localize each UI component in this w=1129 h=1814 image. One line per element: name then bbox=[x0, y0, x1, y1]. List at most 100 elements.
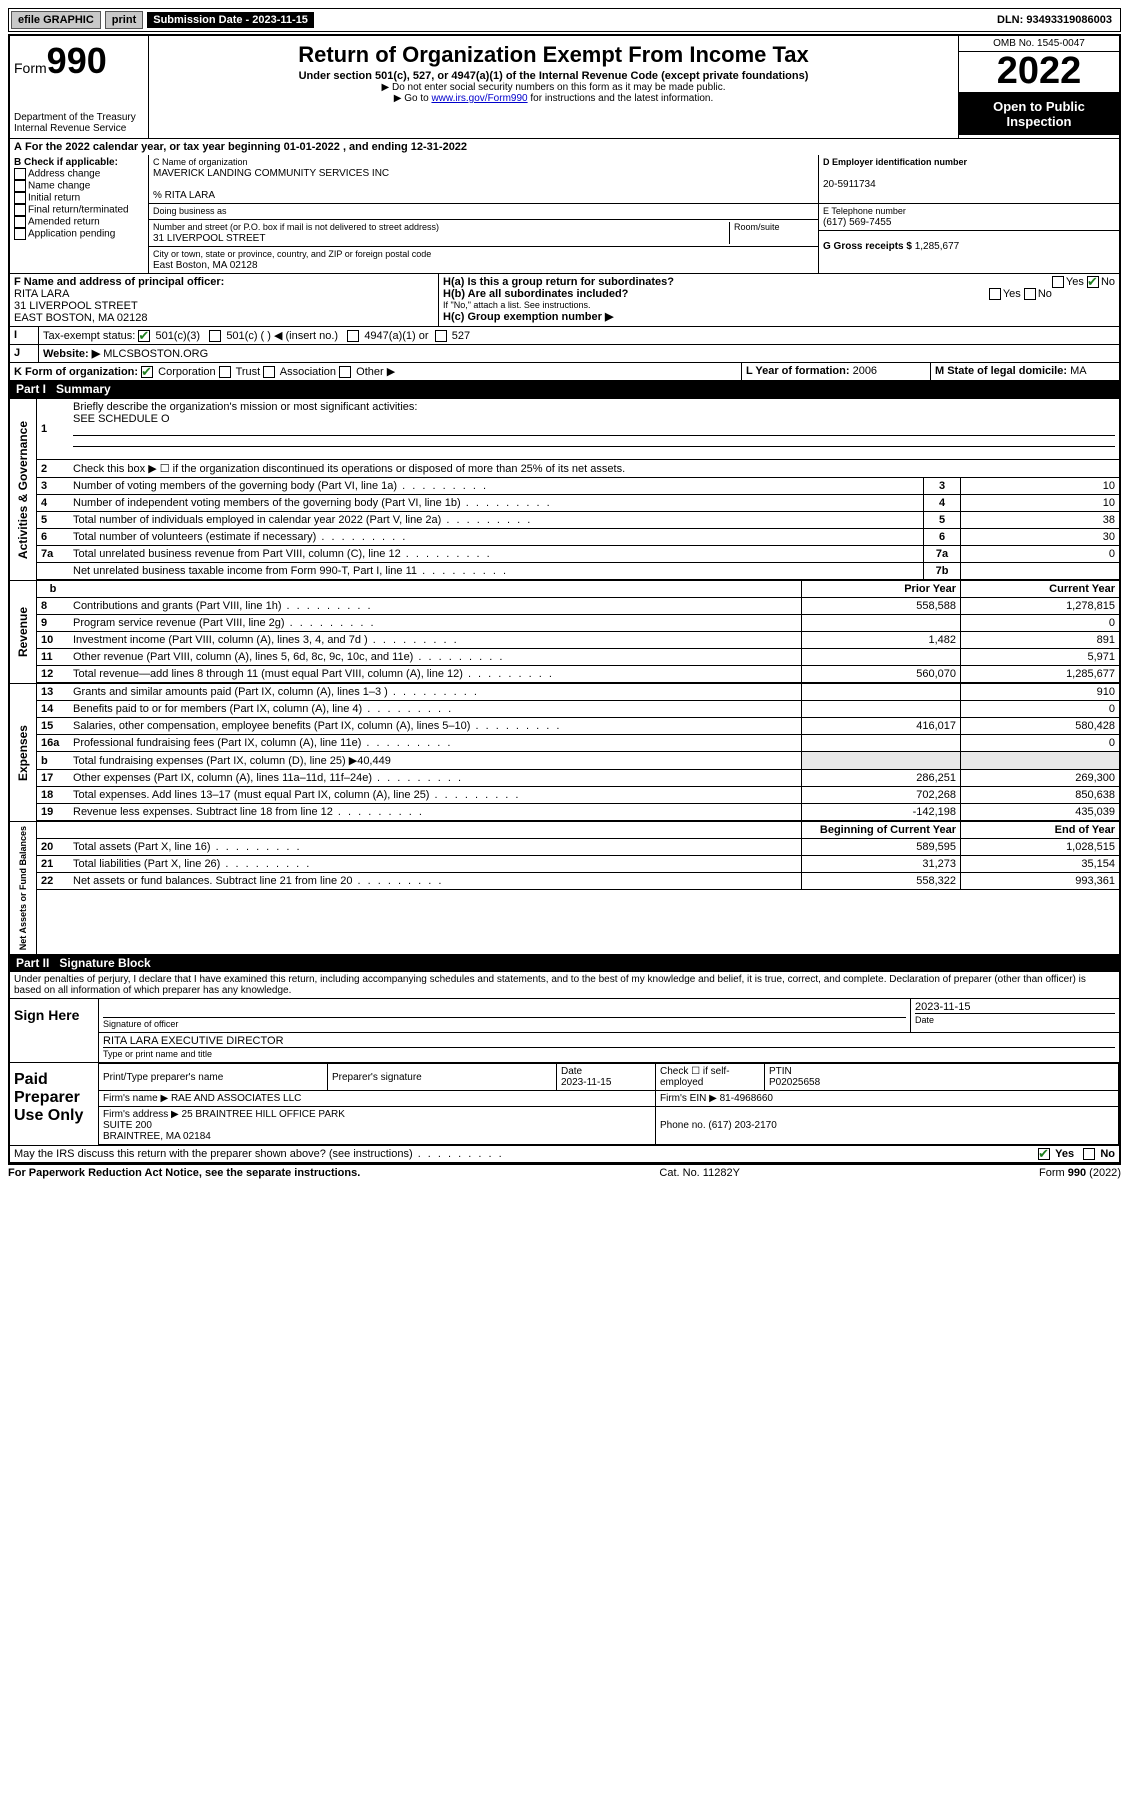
part1-header: Part I Summary bbox=[10, 380, 1119, 398]
m-val: MA bbox=[1070, 365, 1087, 377]
city-label: City or town, state or province, country… bbox=[153, 249, 431, 259]
opt-pending: Application pending bbox=[28, 229, 115, 240]
ptin-label: PTIN bbox=[769, 1066, 792, 1077]
officer-name: RITA LARA bbox=[14, 288, 69, 300]
top-toolbar: efile GRAPHIC print Submission Date - 20… bbox=[8, 8, 1121, 32]
prep-date-val: 2023-11-15 bbox=[561, 1077, 611, 1088]
hb-yes-chk[interactable] bbox=[989, 288, 1001, 300]
chk-527[interactable] bbox=[435, 330, 447, 342]
rot-revenue: Revenue bbox=[14, 603, 32, 661]
line-a-text: For the 2022 calendar year, or tax year … bbox=[25, 141, 467, 153]
tax-year: 2022 bbox=[959, 52, 1119, 93]
rot-activities: Activities & Governance bbox=[14, 417, 32, 563]
i-o1: 501(c)(3) bbox=[155, 330, 200, 342]
sign-date-val: 2023-11-15 bbox=[915, 1001, 970, 1013]
part1-num: Part I bbox=[16, 382, 46, 396]
sig-officer-label: Signature of officer bbox=[103, 1019, 178, 1029]
form-num: 990 bbox=[47, 40, 107, 81]
page-footer: For Paperwork Reduction Act Notice, see … bbox=[8, 1164, 1121, 1179]
print-button[interactable]: print bbox=[105, 11, 143, 29]
city-val: East Boston, MA 02128 bbox=[153, 260, 258, 271]
chk-corp[interactable] bbox=[141, 366, 153, 378]
prep-sig-hdr: Preparer's signature bbox=[328, 1064, 557, 1091]
hb-no-chk[interactable] bbox=[1024, 288, 1036, 300]
part2-title: Signature Block bbox=[59, 956, 150, 970]
opt-name: Name change bbox=[28, 181, 90, 192]
discuss-yes-chk[interactable] bbox=[1038, 1148, 1050, 1160]
ha-no-chk[interactable] bbox=[1087, 276, 1099, 288]
street-label: Number and street (or P.O. box if mail i… bbox=[153, 222, 439, 232]
opt-amended: Amended return bbox=[28, 217, 100, 228]
open-public-badge: Open to Public Inspection bbox=[959, 93, 1119, 135]
opt-initial: Initial return bbox=[28, 193, 80, 204]
opt-final: Final return/terminated bbox=[28, 205, 129, 216]
chk-4947[interactable] bbox=[347, 330, 359, 342]
discuss-no: No bbox=[1100, 1148, 1115, 1160]
ha-yes-chk[interactable] bbox=[1052, 276, 1064, 288]
firm-phone-val: (617) 203-2170 bbox=[708, 1120, 776, 1131]
form-number: Form990 bbox=[14, 40, 144, 82]
irs-link[interactable]: www.irs.gov/Form990 bbox=[431, 93, 527, 104]
prior-year-hdr: Prior Year bbox=[802, 581, 961, 598]
website-val: MLCSBOSTON.ORG bbox=[103, 348, 208, 360]
chk-name[interactable] bbox=[14, 180, 26, 192]
discuss-no-chk[interactable] bbox=[1083, 1148, 1095, 1160]
chk-pending[interactable] bbox=[14, 228, 26, 240]
irs-label: Internal Revenue Service bbox=[14, 123, 144, 134]
form-subtitle: Under section 501(c), 527, or 4947(a)(1)… bbox=[153, 70, 954, 82]
dept-label: Department of the Treasury bbox=[14, 112, 144, 123]
footer-mid: Cat. No. 11282Y bbox=[659, 1167, 740, 1179]
room-label: Room/suite bbox=[734, 222, 780, 232]
chk-trust[interactable] bbox=[219, 366, 231, 378]
part1-title: Summary bbox=[56, 382, 111, 396]
q1-val: SEE SCHEDULE O bbox=[73, 413, 170, 425]
irs-discuss-label: May the IRS discuss this return with the… bbox=[14, 1148, 413, 1160]
ha-label: H(a) Is this a group return for subordin… bbox=[443, 276, 674, 288]
prep-name-hdr: Print/Type preparer's name bbox=[99, 1064, 328, 1091]
curr-year-hdr: Current Year bbox=[961, 581, 1120, 598]
care-of: % RITA LARA bbox=[153, 190, 215, 201]
hb-label: H(b) Are all subordinates included? bbox=[443, 288, 628, 300]
chk-address[interactable] bbox=[14, 168, 26, 180]
firm-addr-label: Firm's address ▶ bbox=[103, 1109, 179, 1120]
ein-val: 20-5911734 bbox=[823, 179, 876, 190]
rot-netassets: Net Assets or Fund Balances bbox=[16, 822, 30, 954]
chk-501c3[interactable] bbox=[138, 330, 150, 342]
part2-num: Part II bbox=[16, 956, 49, 970]
discuss-yes: Yes bbox=[1055, 1148, 1074, 1160]
i-o2: 501(c) ( ) ◀ (insert no.) bbox=[226, 330, 338, 342]
ha-yes: Yes bbox=[1066, 276, 1084, 288]
form-prefix: Form bbox=[14, 60, 47, 76]
note2-post: for instructions and the latest informat… bbox=[528, 93, 714, 104]
gross-receipts: 1,285,677 bbox=[915, 241, 960, 252]
org-name: MAVERICK LANDING COMMUNITY SERVICES INC bbox=[153, 168, 389, 179]
sign-here-label: Sign Here bbox=[10, 999, 98, 1062]
dba-label: Doing business as bbox=[153, 206, 227, 216]
end-year-hdr: End of Year bbox=[961, 822, 1120, 839]
efile-button[interactable]: efile GRAPHIC bbox=[11, 11, 101, 29]
officer-addr1: 31 LIVERPOOL STREET bbox=[14, 300, 138, 312]
officer-addr2: EAST BOSTON, MA 02128 bbox=[14, 312, 148, 324]
note-ssn: ▶ Do not enter social security numbers o… bbox=[153, 82, 954, 93]
chk-other[interactable] bbox=[339, 366, 351, 378]
firm-ein-val: 81-4968660 bbox=[720, 1093, 773, 1104]
sign-date-label: Date bbox=[915, 1015, 934, 1025]
footer-left: For Paperwork Reduction Act Notice, see … bbox=[8, 1167, 360, 1179]
chk-amended[interactable] bbox=[14, 216, 26, 228]
k-o3: Association bbox=[280, 366, 336, 378]
firm-ein-label: Firm's EIN ▶ bbox=[660, 1093, 717, 1104]
chk-assoc[interactable] bbox=[263, 366, 275, 378]
chk-501c[interactable] bbox=[209, 330, 221, 342]
e-label: E Telephone number bbox=[823, 206, 906, 216]
form-container: Form990 Department of the Treasury Inter… bbox=[8, 34, 1121, 1164]
chk-initial[interactable] bbox=[14, 192, 26, 204]
name-title-label: Type or print name and title bbox=[103, 1049, 212, 1059]
c-name-label: C Name of organization bbox=[153, 157, 248, 167]
i-o4: 527 bbox=[452, 330, 470, 342]
k-o1: Corporation bbox=[158, 366, 215, 378]
hc-label: H(c) Group exemption number ▶ bbox=[443, 311, 613, 323]
k-o4: Other ▶ bbox=[356, 366, 395, 378]
chk-final[interactable] bbox=[14, 204, 26, 216]
begin-year-hdr: Beginning of Current Year bbox=[802, 822, 961, 839]
note2-pre: ▶ Go to bbox=[394, 93, 432, 104]
